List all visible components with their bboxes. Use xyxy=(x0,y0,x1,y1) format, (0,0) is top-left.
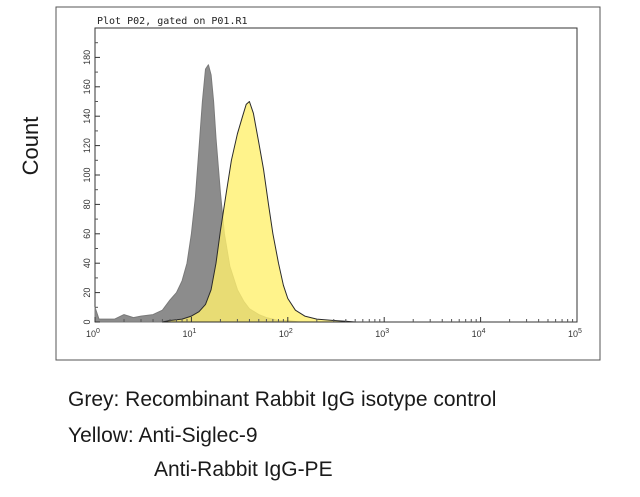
y-tick-label: 60 xyxy=(82,229,92,239)
y-tick-label: 120 xyxy=(82,138,92,153)
y-tick-label: 180 xyxy=(82,50,92,65)
x-tick-label: 104 xyxy=(472,328,486,339)
plot-area xyxy=(94,27,578,323)
y-tick-label: 140 xyxy=(82,109,92,124)
y-tick-label: 160 xyxy=(82,79,92,94)
y-tick-label: 80 xyxy=(82,199,92,209)
x-tick-label: 102 xyxy=(279,328,293,339)
plot-title: Plot P02, gated on P01.R1 xyxy=(97,16,248,27)
y-axis-label: Count xyxy=(18,117,43,176)
legend-line-yellow-secondary: Anti-Rabbit IgG-PE xyxy=(154,458,333,481)
y-tick-label: 100 xyxy=(82,167,92,182)
legend-line-grey: Grey: Recombinant Rabbit IgG isotype con… xyxy=(68,388,497,411)
y-tick-label: 40 xyxy=(82,258,92,268)
yellow-siglec9-histogram xyxy=(161,101,356,323)
legend-line-yellow: Yellow: Anti-Siglec-9 xyxy=(68,424,258,447)
x-tick-label: 100 xyxy=(86,328,100,339)
x-tick-label: 105 xyxy=(568,328,582,339)
histogram-chart: Count Plot P02, gated on P01.R1 100 101 10… xyxy=(18,6,601,361)
x-tick-label: 103 xyxy=(375,328,389,339)
y-tick-label: 20 xyxy=(82,288,92,298)
y-tick-label: 0 xyxy=(82,319,92,324)
x-tick-label: 101 xyxy=(182,328,196,339)
